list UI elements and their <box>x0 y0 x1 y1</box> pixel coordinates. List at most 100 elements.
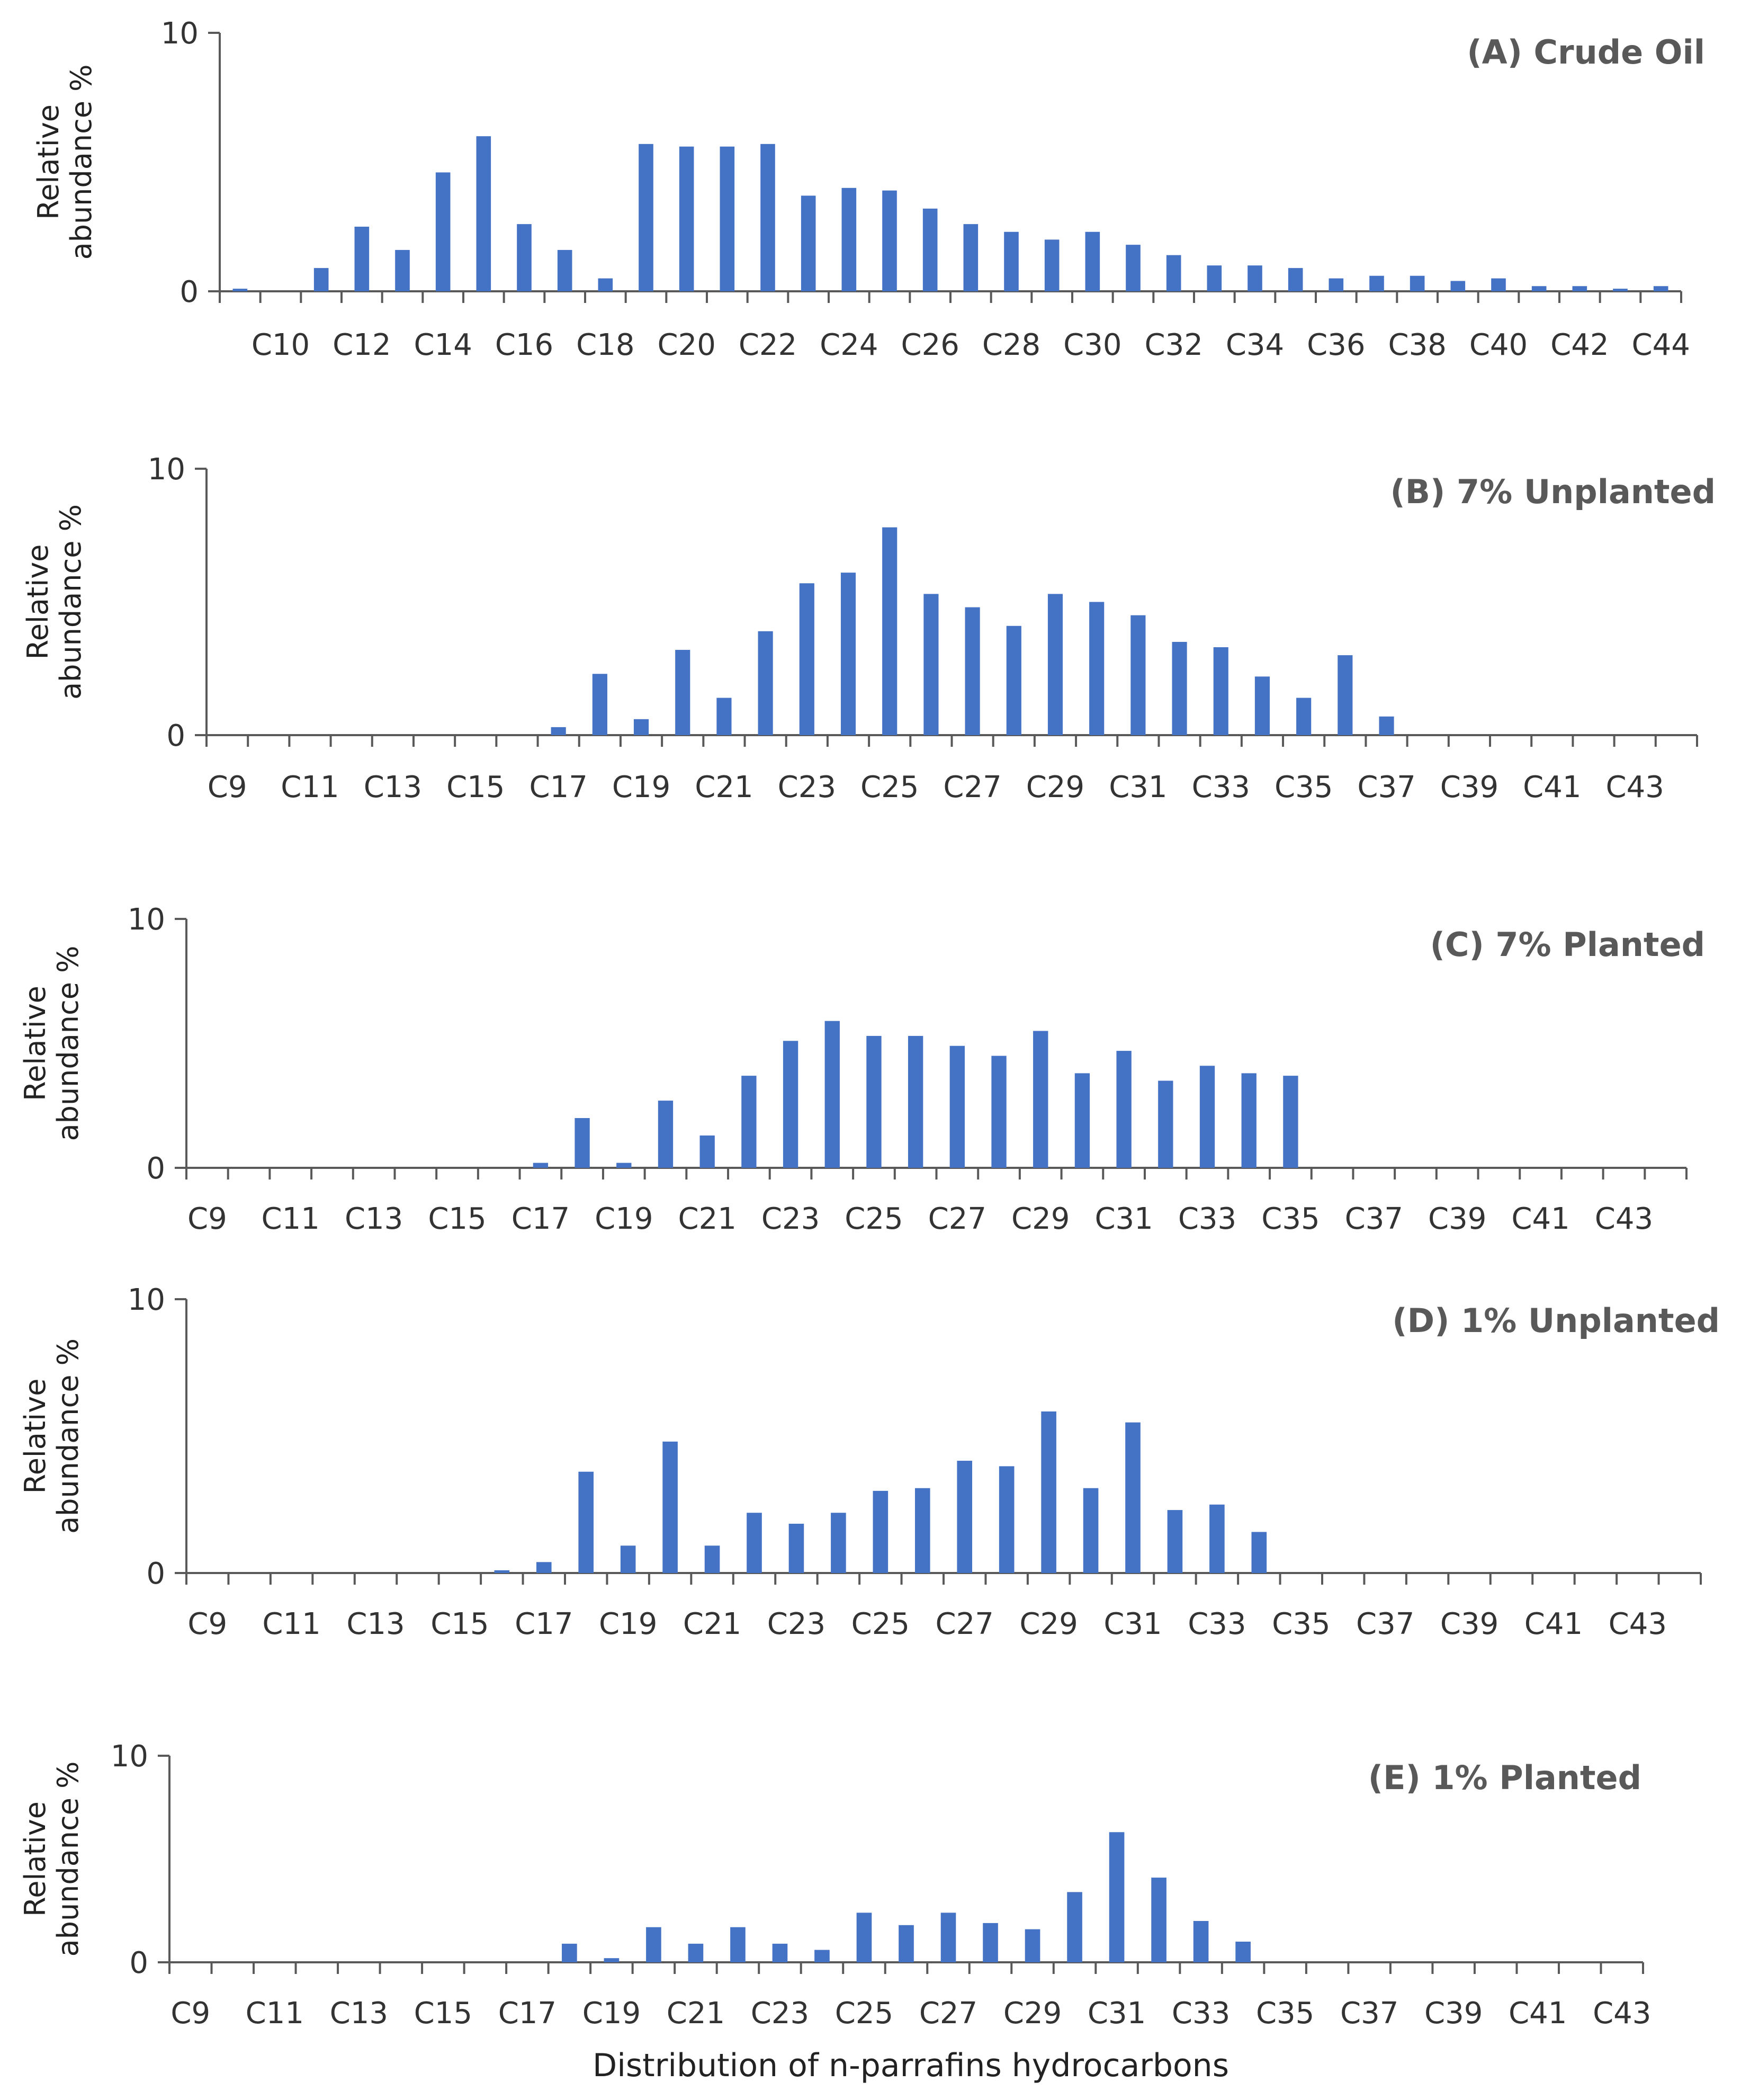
x-tick-label: C13 <box>330 1996 388 2031</box>
x-tick-label: C13 <box>346 1607 405 1641</box>
bar-C18 <box>575 1118 590 1168</box>
bar-C37 <box>1369 275 1384 291</box>
bar-C12 <box>354 227 370 291</box>
bar-C27 <box>957 1461 973 1573</box>
bar-C18 <box>562 1943 577 1962</box>
y-tick-label: 10 <box>148 452 185 487</box>
bar-C34 <box>1248 265 1262 291</box>
x-tick-label: C31 <box>1088 1996 1146 2031</box>
x-tick-label: C26 <box>901 328 959 362</box>
bar-C37 <box>1379 716 1394 735</box>
y-tick-label: 0 <box>180 275 199 309</box>
x-tick-label: C37 <box>1345 1202 1403 1236</box>
x-tick-label: C17 <box>511 1202 570 1236</box>
x-tick-label: C15 <box>446 770 505 805</box>
x-tick-label: C43 <box>1593 1996 1651 2031</box>
bar-C19 <box>620 1545 636 1573</box>
x-tick-label: C43 <box>1595 1202 1653 1236</box>
panel-title: (E) 1% Planted <box>1368 1758 1641 1797</box>
x-tick-label: C10 <box>252 328 310 362</box>
x-tick-label: C28 <box>982 328 1040 362</box>
bar-C17 <box>536 1562 552 1573</box>
y-tick-label: 10 <box>111 1739 148 1774</box>
x-tick-label: C15 <box>430 1607 489 1641</box>
x-tick-label: C15 <box>414 1996 472 2031</box>
x-tick-label: C39 <box>1428 1202 1486 1236</box>
bar-C28 <box>999 1466 1015 1573</box>
bar-C20 <box>679 146 694 291</box>
panel-title: (A) Crude Oil <box>1467 33 1705 72</box>
x-tick-label: C22 <box>739 328 797 362</box>
x-tick-label: C15 <box>428 1202 486 1236</box>
panels: 0 10 C10 C12 C14 C16 C18 C20 C22 C24 C26 C28 C30 C32 C… <box>19 16 1720 2031</box>
x-tick-label: C9 <box>170 1996 210 2031</box>
bar-C32 <box>1172 641 1187 735</box>
x-tick-label: C25 <box>851 1607 910 1641</box>
x-tick-label: C41 <box>1511 1202 1569 1236</box>
x-tick-label: C17 <box>515 1607 573 1641</box>
x-tick-label: C11 <box>246 1996 304 2031</box>
x-tick-label: C37 <box>1357 770 1415 805</box>
x-tick-label: C37 <box>1340 1996 1398 2031</box>
bar-C26 <box>922 208 938 291</box>
x-tick-label: C29 <box>1003 1996 1062 2031</box>
x-tick-label: C9 <box>187 1202 227 1236</box>
x-tick-label: C19 <box>595 1202 653 1236</box>
bar-C18 <box>598 278 613 291</box>
bar-C22 <box>760 144 775 291</box>
bar-C29 <box>1025 1929 1040 1962</box>
bar-C27 <box>965 607 980 735</box>
x-tick-label: C39 <box>1440 1607 1498 1641</box>
bar-C21 <box>699 1135 715 1168</box>
x-tick-label: C34 <box>1226 328 1284 362</box>
bar-C29 <box>1047 594 1063 735</box>
y-tick-label: 10 <box>128 1283 165 1317</box>
x-tick-label: C27 <box>928 1202 986 1236</box>
x-tick-label: C11 <box>262 1202 320 1236</box>
x-tick-label: C13 <box>364 770 422 805</box>
x-tick-label: C44 <box>1631 328 1690 362</box>
x-tick-label: C19 <box>612 770 670 805</box>
bar-C27 <box>963 224 979 291</box>
bar-C11 <box>313 268 329 291</box>
bar-C26 <box>908 1035 923 1168</box>
y-tick-label: 0 <box>146 1151 165 1186</box>
x-tick-label: C21 <box>678 1202 737 1236</box>
bar-C17 <box>533 1163 549 1168</box>
x-tick-label: C14 <box>414 328 472 362</box>
bar-C23 <box>799 583 814 735</box>
x-tick-label: C25 <box>845 1202 903 1236</box>
bar-C34 <box>1235 1942 1251 1962</box>
x-tick-label: C21 <box>683 1607 741 1641</box>
bar-C33 <box>1199 1066 1215 1168</box>
bar-C36 <box>1329 278 1344 291</box>
bar-C24 <box>841 187 857 291</box>
x-tick-label: C21 <box>667 1996 725 2031</box>
bar-C19 <box>633 719 649 735</box>
x-tick-label: C41 <box>1524 1607 1583 1641</box>
bar-C25 <box>873 1490 889 1573</box>
y-tick-label: 0 <box>146 1557 165 1591</box>
bar-C22 <box>730 1927 746 1962</box>
x-tick-label: C9 <box>187 1607 227 1641</box>
x-tick-label: C30 <box>1063 328 1121 362</box>
bar-C35 <box>1296 698 1312 735</box>
panel-5: 0 10 C9 C11 C13 C15 C17 C19 C21 C23 C25 C27 C29 C31 C3… <box>19 1739 1651 2031</box>
bar-C19 <box>639 144 653 291</box>
x-tick-label: C23 <box>778 770 836 805</box>
bar-C21 <box>720 146 735 291</box>
bar-C25 <box>882 190 897 291</box>
x-tick-label: C13 <box>345 1202 403 1236</box>
x-tick-label: C18 <box>576 328 634 362</box>
panel-title: (B) 7% Unplanted <box>1390 472 1716 511</box>
y-axis-label: Relativeabundance % <box>32 65 98 260</box>
bar-C27 <box>949 1045 965 1168</box>
x-tick-label: C25 <box>835 1996 893 2031</box>
bar-C32 <box>1151 1878 1166 1962</box>
bar-C35 <box>1288 268 1303 291</box>
bar-C13 <box>395 249 410 291</box>
bar-C31 <box>1109 1832 1125 1962</box>
x-tick-label: C33 <box>1172 1996 1230 2031</box>
x-tick-label: C21 <box>695 770 753 805</box>
bar-C41 <box>1531 286 1547 291</box>
